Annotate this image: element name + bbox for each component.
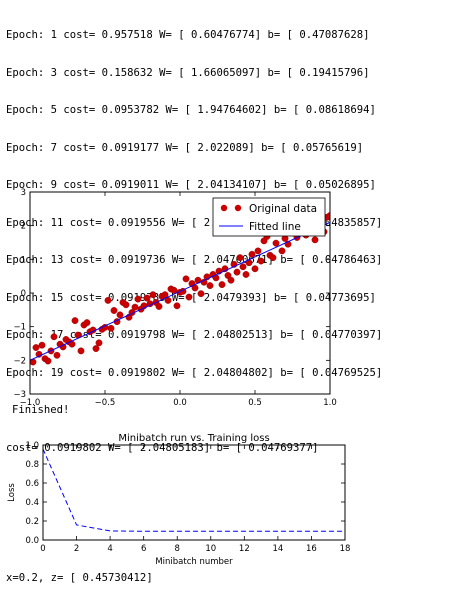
data-point	[248, 250, 256, 258]
data-point	[116, 311, 124, 319]
x-tick-label: 8	[175, 544, 180, 554]
data-point	[143, 294, 151, 302]
data-point	[257, 257, 265, 265]
console-line: Epoch: 1 cost= 0.957518 W= [ 0.60476774]…	[6, 29, 370, 41]
data-point	[134, 295, 142, 303]
data-point	[218, 281, 226, 288]
data-point	[197, 290, 205, 298]
data-point	[83, 319, 91, 327]
x-tick-label: −1.0	[20, 398, 41, 408]
y-tick-label: −2	[13, 356, 26, 366]
data-point	[185, 293, 193, 301]
console-line: Epoch: 3 cost= 0.158632 W= [ 1.66065097]…	[6, 66, 370, 79]
x-tick-label: 4	[107, 544, 112, 554]
x-tick-label: 18	[340, 544, 351, 554]
training-loss-chart: 0 2 4 6 8 10 12 14 16 18 0.0 0.2 0.4 0.6 0.8 1.0 Minibat…	[7, 433, 351, 567]
x-tick-label: 0.0	[173, 398, 187, 408]
console-line: Epoch: 5 cost= 0.0953782 W= [ 1.94764602…	[6, 104, 376, 116]
y-tick-label: 0.0	[25, 536, 39, 546]
data-point	[254, 247, 262, 255]
x-tick-label: 6	[141, 544, 146, 554]
data-point	[155, 303, 163, 310]
data-point	[233, 268, 241, 276]
data-point	[71, 317, 79, 325]
data-point	[182, 275, 190, 283]
data-point	[44, 357, 52, 365]
y-tick-label: −1	[13, 323, 26, 333]
x-tick-label: 2	[74, 544, 79, 554]
legend-label-original-data: Original data	[249, 203, 317, 215]
y-tick-label: 0.8	[25, 460, 39, 470]
y-tick-label: 0.4	[25, 498, 39, 508]
legend: Original data Fitted line	[212, 197, 326, 237]
y-tick-label: 1.0	[25, 441, 39, 451]
y-tick-label: 0.2	[25, 517, 39, 527]
x-tick-label: 1.0	[323, 398, 337, 408]
legend-marker-original-data	[234, 204, 242, 212]
data-point	[278, 247, 286, 255]
data-point	[272, 239, 280, 247]
data-point	[170, 286, 178, 294]
legend-box	[212, 197, 326, 237]
y-tick-label: 0	[21, 289, 26, 299]
data-point	[149, 291, 157, 299]
prediction-output: x=0.2, z= [ 0.45730412]	[6, 572, 153, 584]
y-tick-label: 0.6	[25, 479, 39, 489]
data-point	[110, 307, 118, 314]
x-tick-label: 0	[40, 544, 45, 554]
x-axis-label: Minibatch number	[155, 557, 233, 567]
data-point	[95, 339, 103, 347]
plot-frame	[29, 191, 331, 395]
data-point	[173, 302, 181, 310]
legend-label-fitted-line: Fitted line	[249, 221, 301, 233]
data-point	[131, 303, 139, 311]
data-point	[122, 301, 130, 309]
x-tick-label: 12	[239, 544, 250, 554]
console-line: Epoch: 7 cost= 0.0919177 W= [ 2.022089] …	[6, 141, 364, 154]
data-point	[269, 254, 277, 262]
y-tick-label: 3	[21, 188, 26, 198]
data-point	[104, 297, 112, 304]
data-point	[50, 333, 58, 341]
x-tick-label: 0.5	[248, 398, 262, 408]
data-point	[251, 265, 259, 273]
x-tick-label: −0.5	[95, 398, 116, 408]
plot-frame	[42, 444, 346, 541]
data-point	[239, 263, 247, 271]
regression-scatter-chart: −1.0 −0.5 0.0 0.5 1.0 −3 −2 −1 0 1 2 3 Original data…	[13, 188, 337, 408]
y-axis-label: Loss	[7, 483, 17, 502]
x-tick-label: 14	[272, 544, 283, 554]
data-point	[32, 344, 40, 351]
data-point	[107, 324, 115, 332]
legend-marker-original-data	[220, 204, 228, 212]
console-line: Epoch: 9 cost= 0.0919011 W= [ 2.04134107…	[6, 179, 376, 191]
loss-line	[42, 448, 345, 532]
x-tick-label: 10	[205, 544, 216, 554]
y-tick-label: 1	[21, 255, 26, 265]
x-tick-label: 16	[306, 544, 317, 554]
data-point	[311, 236, 319, 244]
data-point	[227, 276, 235, 284]
data-point	[92, 345, 100, 352]
data-point	[38, 341, 46, 349]
y-tick-label: −3	[13, 390, 26, 400]
fitted-line	[30, 221, 330, 361]
y-tick-label: 2	[21, 222, 26, 232]
console-finished-line: Finished!	[12, 404, 70, 416]
data-point	[236, 254, 244, 262]
chart-title: Minibatch run vs. Training loss	[118, 433, 269, 444]
data-point	[77, 347, 85, 355]
data-point	[206, 282, 214, 289]
data-point	[242, 271, 250, 278]
data-point	[53, 351, 61, 359]
